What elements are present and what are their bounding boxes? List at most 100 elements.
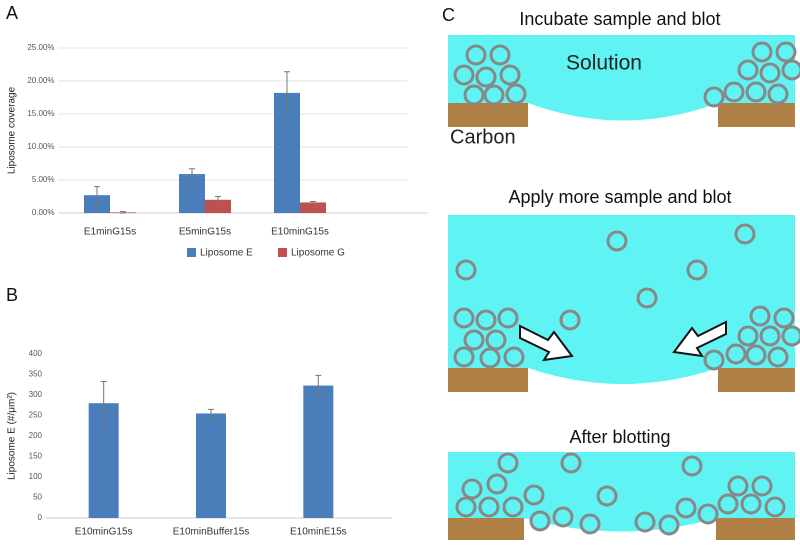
liposome [745,81,767,103]
y-tick-label: 5.00% [32,175,55,184]
liposome [461,478,483,500]
liposome [465,44,487,66]
liposome [749,305,771,327]
y-tick-label: 0 [38,513,43,522]
error-bar [189,168,195,180]
liposome [781,59,800,81]
liposome [606,230,628,252]
y-tick-label: 10.00% [27,142,54,151]
liposome [453,346,475,368]
arrow [519,324,574,362]
carbon [718,103,795,127]
liposome [675,497,697,519]
panel-label: C [442,5,455,25]
liposome [579,513,601,535]
y-tick-label: 15.00% [27,109,54,118]
liposome [727,475,749,497]
y-tick-label: 20.00% [27,76,54,85]
error-bar [208,408,214,419]
bar [179,174,205,213]
x-tick-label: E10minG15s [271,227,329,238]
error-bar [215,196,221,204]
carbon [448,368,528,392]
carbon [448,103,528,127]
diagram: C Incubate sample and blot Solution Carb… [442,5,800,540]
liposome [773,307,795,329]
legend-label: Liposome E [200,248,253,259]
y-tick-label: 400 [29,349,43,358]
bar [196,413,226,518]
bar [205,199,231,213]
x-tick-label: E5minG15s [179,227,231,238]
liposome [703,349,725,371]
liposome [486,473,508,495]
legend-swatch [278,248,287,257]
liposome [764,496,786,518]
arrow [672,320,727,358]
legend-label: Liposome G [291,248,345,259]
liposome [475,309,497,331]
liposome [781,325,800,347]
liposome [455,259,477,281]
step-title: Incubate sample and blot [519,9,720,29]
error-bar [284,71,290,115]
liposome [703,86,725,108]
step-title: Apply more sample and blot [508,187,731,207]
liposome [751,475,773,497]
liposome [560,452,582,474]
error-bar [315,374,322,397]
liposome [775,41,797,63]
liposome [636,287,658,309]
liposome [478,496,500,518]
liposome [499,64,521,86]
liposome [734,223,756,245]
liposome [737,325,759,347]
liposome [485,329,507,351]
error-bar [310,200,316,204]
x-tick-label: E10minG15s [75,527,133,538]
liposome [505,83,527,105]
carbon [448,518,524,540]
liposome [523,484,545,506]
y-axis-label: Liposome E (#/μm²) [7,392,18,480]
y-axis-label: Liposome coverage [7,86,18,174]
liposome [634,511,656,533]
liposome [717,493,739,515]
liposome [759,325,781,347]
liposome [552,506,574,528]
liposome [489,44,511,66]
error-bar [100,380,107,426]
bar [303,385,334,518]
y-tick-label: 250 [29,411,43,420]
liposome [497,452,519,474]
liposome [503,346,525,368]
liposome [502,496,524,518]
liposome [686,259,708,281]
liposome [475,66,497,88]
liposome [759,62,781,84]
liposome [529,510,551,532]
carbon [718,368,795,392]
y-tick-label: 150 [29,452,43,461]
y-tick-label: 350 [29,370,43,379]
legend-swatch [187,248,196,257]
liposome [725,343,747,365]
liposome [596,485,618,507]
liposome [745,344,767,366]
liposome [751,41,773,63]
y-tick-label: 300 [29,390,43,399]
error-bar [94,186,100,205]
liposome [658,514,680,536]
carbon [716,518,795,540]
bar [300,202,326,213]
y-tick-label: 25.00% [27,43,54,52]
liposome [740,493,762,515]
liposome [453,307,475,329]
x-tick-label: E1minG15s [84,227,136,238]
liposome [463,84,485,106]
y-tick-label: 100 [29,472,43,481]
error-bar [120,211,126,214]
liposome [681,455,703,477]
liposome [559,309,581,331]
liposome [453,64,475,86]
